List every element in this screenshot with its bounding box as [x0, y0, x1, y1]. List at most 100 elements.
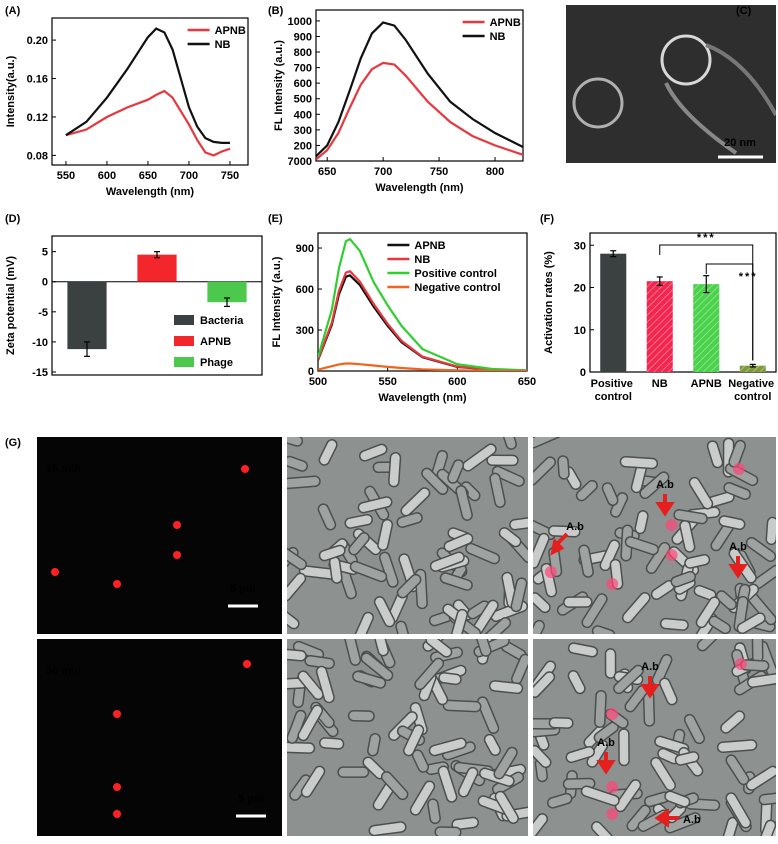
legend-swatch: [174, 315, 194, 325]
panel-label: (G): [5, 437, 21, 449]
scale-bar-label: 20 nm: [724, 137, 756, 149]
bar: [137, 254, 177, 282]
bar: [693, 284, 720, 372]
x-tick-label: 750: [430, 166, 448, 178]
marker-label: A.b: [566, 521, 584, 533]
error-bar: [749, 363, 756, 368]
y-tick-label: 7000: [288, 156, 312, 168]
legend-label: NB: [490, 31, 506, 43]
legend-swatch: [174, 336, 194, 346]
y-tick-label: 0.08: [27, 150, 48, 162]
marker-arrow: [654, 808, 679, 828]
series-line: [318, 237, 527, 371]
x-tick-label: 550: [378, 376, 396, 388]
y-axis-label: FL Intensity (a.u.): [271, 256, 283, 347]
y-tick-label: 10: [574, 325, 586, 337]
error-bar: [224, 297, 230, 308]
y-tick-label: 1000: [288, 16, 312, 28]
x-tick-label: Positive control: [591, 378, 636, 403]
plot-frame: [51, 17, 249, 166]
panel-label: (F): [540, 213, 554, 225]
y-tick-label: 300: [294, 125, 312, 137]
y-tick-label: -10: [32, 337, 48, 349]
marker-arrow: [728, 556, 748, 579]
legend-label: NB: [414, 254, 430, 266]
y-tick-label: -5: [38, 307, 48, 319]
marker-label: A.b: [683, 814, 701, 826]
bar: [646, 281, 673, 372]
x-tick-label: Negative control: [728, 378, 777, 403]
x-tick-label: 800: [486, 166, 504, 178]
y-tick-label: 800: [294, 47, 312, 59]
y-tick-label: 500: [294, 94, 312, 106]
legend-label: APNB: [414, 240, 445, 252]
y-tick-label: 600: [294, 78, 312, 90]
x-tick-label: 600: [448, 376, 466, 388]
y-axis-label: Intensity(a.u.): [5, 55, 17, 127]
plot-frame: [315, 9, 524, 162]
panel-label: (B): [268, 5, 284, 17]
x-tick-label: 700: [180, 170, 198, 182]
x-axis-label: Wavelength (nm): [375, 182, 464, 194]
significance-label: ***: [697, 232, 716, 244]
x-axis-label: Wavelength (nm): [106, 186, 195, 198]
micrograph: [566, 5, 776, 163]
error-bar: [656, 276, 663, 286]
panel-label: (A): [5, 5, 21, 17]
y-tick-label: -15: [32, 367, 48, 379]
marker-label: A.b: [729, 541, 747, 553]
marker-label: A.b: [656, 479, 674, 491]
series-line: [316, 21, 523, 158]
y-tick-label: 300: [296, 325, 314, 337]
error-bar: [703, 275, 710, 294]
y-tick-label: 0.16: [27, 74, 48, 86]
bar: [207, 281, 247, 303]
x-axis-label: Wavelength (nm): [378, 392, 467, 404]
plot-frame: [51, 235, 263, 376]
micrograph: [287, 437, 528, 634]
significance-label: ***: [739, 271, 758, 283]
y-tick-label: 30: [574, 240, 586, 252]
y-tick-label: 200: [294, 140, 312, 152]
bar: [739, 365, 766, 372]
time-label: 15 min: [46, 463, 81, 475]
legend-label: APNB: [215, 25, 246, 37]
significance-bracket: [705, 263, 754, 361]
legend-label: APNB: [200, 336, 231, 348]
x-tick-label: 650: [518, 376, 536, 388]
y-axis-label: Zeta potential (mV): [5, 256, 17, 355]
y-tick-label: 900: [294, 31, 312, 43]
series-line: [316, 61, 523, 161]
series-line: [65, 89, 231, 157]
scale-bar-label: 5 μm: [238, 793, 264, 805]
x-tick-label: 650: [318, 166, 336, 178]
series-line: [318, 270, 527, 371]
series-line: [65, 27, 230, 144]
panel-label: (E): [268, 213, 283, 225]
y-axis-label: FL Intensity (a.u.): [273, 40, 285, 131]
y-tick-label: 600: [296, 284, 314, 296]
error-bar: [84, 341, 90, 357]
x-tick-label: 700: [374, 166, 392, 178]
marker-arrow: [550, 532, 569, 556]
y-tick-label: 700: [294, 63, 312, 75]
legend-label: Phage: [200, 357, 233, 369]
legend-label: APNB: [490, 17, 521, 29]
micrograph: [533, 437, 776, 634]
legend-label: Bacteria: [200, 315, 244, 327]
y-axis-label: Activation rates (%): [543, 251, 555, 354]
y-tick-label: 0.12: [27, 112, 48, 124]
y-tick-label: 0.20: [27, 35, 48, 47]
legend-label: NB: [215, 39, 231, 51]
plot-frame: [317, 232, 528, 372]
marker-arrow: [640, 676, 660, 699]
legend-label: Negative control: [414, 282, 500, 294]
x-tick-label: 500: [309, 376, 327, 388]
y-tick-label: 0: [308, 366, 314, 378]
legend-swatch: [174, 357, 194, 367]
x-tick-label: NB: [652, 378, 668, 390]
time-label: 30 min: [46, 665, 81, 677]
y-tick-label: 0: [42, 277, 48, 289]
bar: [67, 281, 107, 350]
